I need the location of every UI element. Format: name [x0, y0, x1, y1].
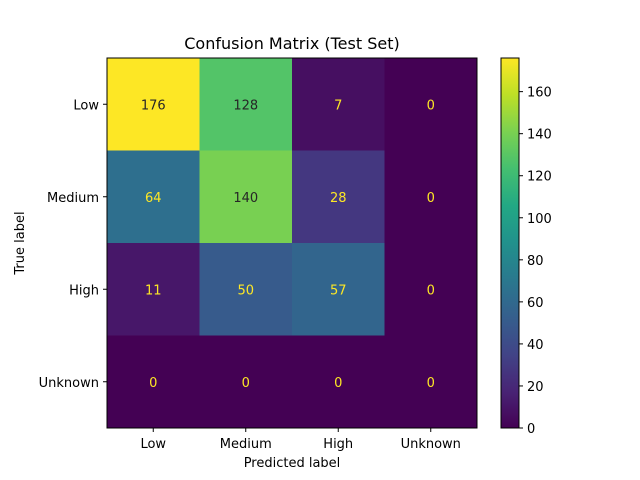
cell-value-label: 7: [334, 98, 342, 113]
x-tick-label: Unknown: [401, 437, 461, 452]
y-tick-label: Medium: [47, 191, 99, 206]
heatmap-cell: [199, 335, 293, 429]
cell-value-label: 64: [145, 191, 162, 206]
heatmap-cell: [384, 335, 478, 429]
x-tick-label: Medium: [220, 437, 272, 452]
colorbar: [500, 57, 520, 429]
heatmap-cell: [384, 58, 478, 151]
cell-value-label: 50: [237, 283, 254, 298]
cell-value-label: 0: [149, 376, 157, 391]
cell-value-label: 0: [427, 98, 435, 113]
heatmap-cell: [107, 58, 200, 151]
colorbar-tick-label: 60: [527, 296, 544, 311]
colorbar-tick-label: 100: [527, 212, 552, 227]
cell-value-label: 0: [334, 376, 342, 391]
cell-value-label: 28: [330, 191, 347, 206]
cell-value-label: 57: [330, 283, 347, 298]
heatmap-cell: [292, 335, 385, 429]
x-tick-label: High: [323, 437, 353, 452]
colorbar-tick-label: 120: [527, 170, 552, 185]
heatmap-cell: [384, 150, 478, 244]
cell-value-label: 0: [427, 191, 435, 206]
cell-value-label: 0: [242, 376, 250, 391]
cell-value-label: 128: [233, 98, 258, 113]
heatmap-cell: [292, 243, 385, 336]
heatmap-cell: [384, 243, 478, 336]
heatmap-cell: [199, 58, 293, 151]
cell-value-label: 11: [145, 283, 162, 298]
heatmap-cell-labels: 176 128 7 0 64 140 28 0 11 50 57 0 0 0 0 0: [141, 98, 435, 391]
y-axis-ticks: Low Medium High Unknown: [39, 98, 107, 391]
heatmap-cell: [107, 243, 200, 336]
colorbar-tick-label: 40: [527, 338, 544, 353]
colorbar-tick-label: 0: [527, 422, 535, 437]
heatmap-cell: [292, 58, 385, 151]
heatmap-cell: [199, 243, 293, 336]
heatmap-cell: [292, 150, 385, 244]
plot-frame: [106, 57, 478, 429]
y-axis-label: True label: [13, 211, 28, 275]
colorbar-tick-label: 80: [527, 254, 544, 269]
heatmap-cell: [199, 150, 293, 244]
y-tick-label: Low: [73, 98, 99, 113]
cell-value-label: 0: [427, 376, 435, 391]
colorbar-tick-label: 140: [527, 128, 552, 143]
y-tick-label: High: [69, 283, 99, 298]
x-tick-label: Low: [140, 437, 166, 452]
x-axis-label: Predicted label: [244, 456, 341, 471]
cell-value-label: 0: [427, 283, 435, 298]
cell-value-label: 140: [233, 191, 258, 206]
heatmap-cells: [107, 58, 478, 429]
heatmap-cell: [107, 150, 200, 244]
colorbar-tick-label: 20: [527, 380, 544, 395]
y-tick-label: Unknown: [39, 376, 99, 391]
heatmap-cell: [107, 335, 200, 429]
colorbar-ticks: 0 20 40 60 80 100 120 140 160: [519, 86, 552, 437]
cell-value-label: 176: [141, 98, 166, 113]
chart-title: Confusion Matrix (Test Set): [184, 34, 399, 53]
x-axis-ticks: Low Medium High Unknown: [140, 428, 461, 452]
colorbar-tick-label: 160: [527, 86, 552, 101]
